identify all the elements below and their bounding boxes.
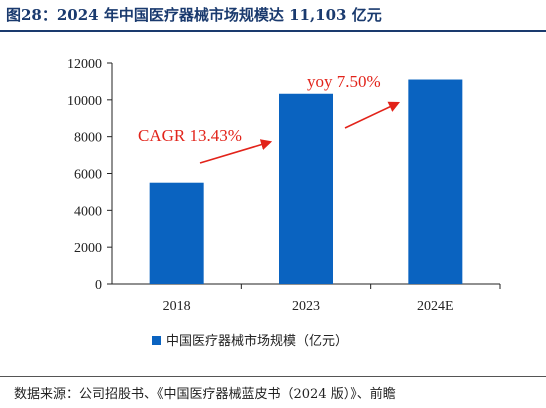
x-tick-label: 2024E bbox=[417, 299, 454, 314]
x-tick-label: 2023 bbox=[292, 299, 320, 314]
y-tick-label: 4000 bbox=[74, 204, 102, 219]
bar-2018 bbox=[149, 182, 204, 284]
bar-chart: 2018 2023 2024E 0 2000 4000 6000 8000 10000 1200… bbox=[67, 57, 501, 349]
source-note: 数据来源：公司招股书、《中国医疗器械蓝皮书（2024 版）》、前瞻 bbox=[14, 387, 396, 402]
annotation-label: yoy 7.50% bbox=[307, 72, 381, 91]
y-tick-label: 2000 bbox=[74, 241, 102, 256]
legend-swatch bbox=[152, 336, 161, 345]
bar-2023 bbox=[279, 93, 333, 285]
annotation-label: CAGR 13.43% bbox=[138, 126, 242, 145]
source-divider bbox=[0, 376, 546, 377]
legend-label: 中国医疗器械市场规模（亿元） bbox=[166, 333, 348, 349]
title-divider bbox=[0, 30, 546, 32]
bar-2024E bbox=[408, 79, 463, 285]
annotation-arrow bbox=[199, 139, 273, 164]
y-tick-label: 12000 bbox=[67, 57, 102, 72]
chart-title: 图28：2024 年中国医疗器械市场规模达 11,103 亿元 bbox=[6, 6, 382, 24]
x-tick-label: 2018 bbox=[163, 299, 191, 314]
y-tick-label: 6000 bbox=[74, 168, 102, 183]
y-tick-label: 8000 bbox=[74, 131, 102, 146]
annotation-arrow bbox=[344, 101, 401, 129]
y-tick-label: 0 bbox=[95, 278, 102, 293]
y-tick-label: 10000 bbox=[67, 94, 102, 109]
